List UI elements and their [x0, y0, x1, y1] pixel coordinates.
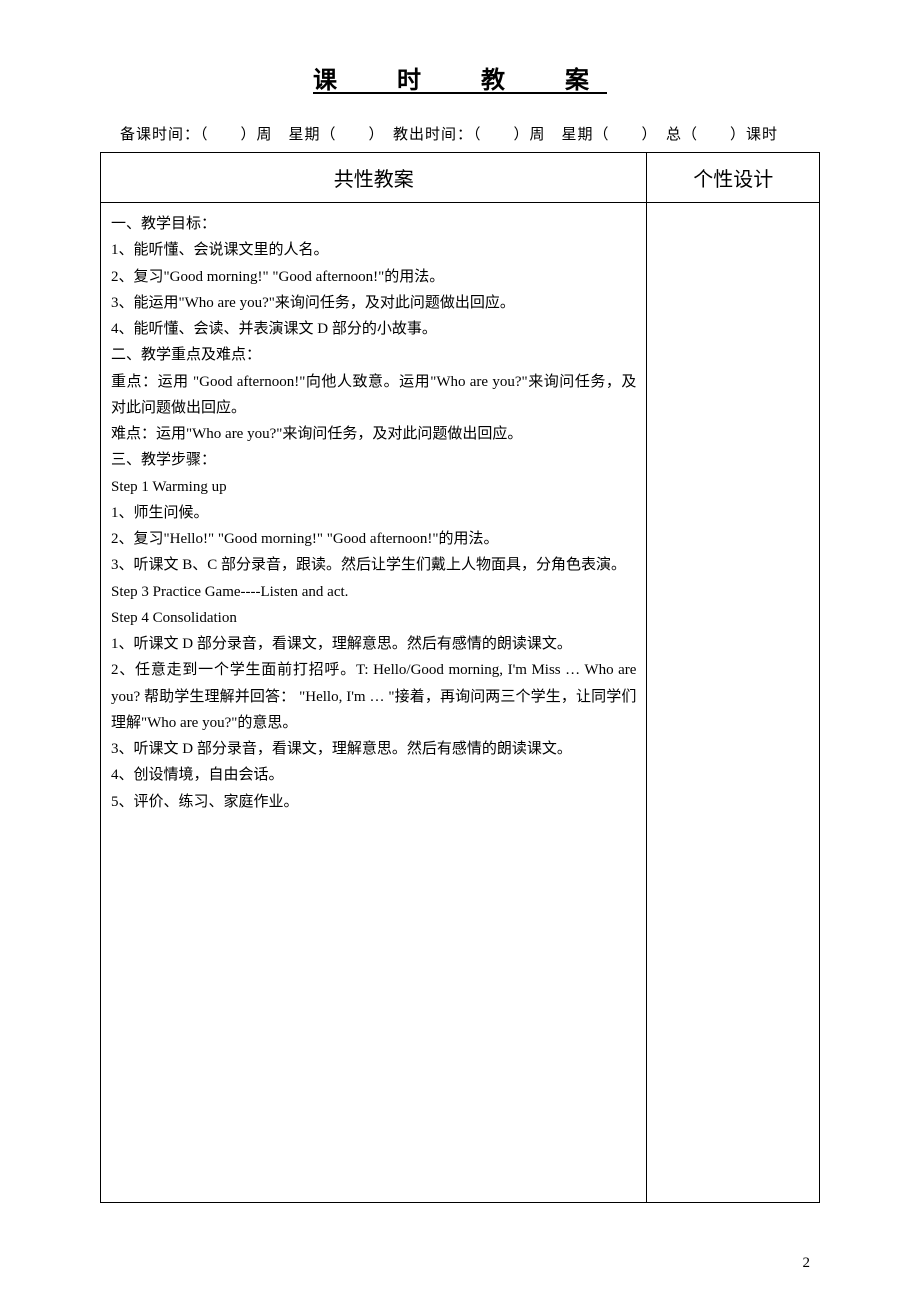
content-line: Step 1 Warming up	[111, 474, 636, 500]
content-line: 5、评价、练习、家庭作业。	[111, 789, 636, 815]
page-number: 2	[803, 1255, 811, 1272]
page-title: 课 时 教 案	[100, 60, 820, 95]
content-line: 3、听课文 D 部分录音，看课文，理解意思。然后有感情的朗读课文。	[111, 736, 636, 762]
content-line: 1、能听懂、会说课文里的人名。	[111, 237, 636, 263]
content-line: 2、任意走到一个学生面前打招呼。T: Hello/Good morning, I…	[111, 657, 636, 736]
content-line: Step 4 Consolidation	[111, 605, 636, 631]
content-line: 3、听课文 B、C 部分录音，跟读。然后让学生们戴上人物面具，分角色表演。	[111, 552, 636, 578]
content-cell-left: 一、教学目标：1、能听懂、会说课文里的人名。2、复习"Good morning!…	[101, 203, 647, 1203]
content-line: Step 3 Practice Game----Listen and act.	[111, 579, 636, 605]
header-right: 个性设计	[647, 153, 820, 203]
content-line: 1、师生问候。	[111, 500, 636, 526]
header-left: 共性教案	[101, 153, 647, 203]
content-cell-right	[647, 203, 820, 1203]
header-row: 共性教案 个性设计	[101, 153, 820, 203]
content-line: 二、教学重点及难点：	[111, 342, 636, 368]
content-line: 3、能运用"Who are you?"来询问任务，及对此问题做出回应。	[111, 290, 636, 316]
content-line: 2、复习"Good morning!" "Good afternoon!"的用法…	[111, 264, 636, 290]
content-line: 2、复习"Hello!" "Good morning!" "Good after…	[111, 526, 636, 552]
content-line: 三、教学步骤：	[111, 447, 636, 473]
content-line: 1、听课文 D 部分录音，看课文，理解意思。然后有感情的朗读课文。	[111, 631, 636, 657]
content-line: 难点：运用"Who are you?"来询问任务，及对此问题做出回应。	[111, 421, 636, 447]
content-line: 4、创设情境，自由会话。	[111, 762, 636, 788]
content-line: 4、能听懂、会读、并表演课文 D 部分的小故事。	[111, 316, 636, 342]
content-row: 一、教学目标：1、能听懂、会说课文里的人名。2、复习"Good morning!…	[101, 203, 820, 1203]
meta-line: 备课时间：（ ）周 星期（ ） 教出时间：（ ）周 星期（ ） 总（ ）课时	[100, 123, 820, 144]
content-line: 一、教学目标：	[111, 211, 636, 237]
lesson-plan-table: 共性教案 个性设计 一、教学目标：1、能听懂、会说课文里的人名。2、复习"Goo…	[100, 152, 820, 1203]
content-line: 重点：运用 "Good afternoon!"向他人致意。运用"Who are …	[111, 369, 636, 422]
